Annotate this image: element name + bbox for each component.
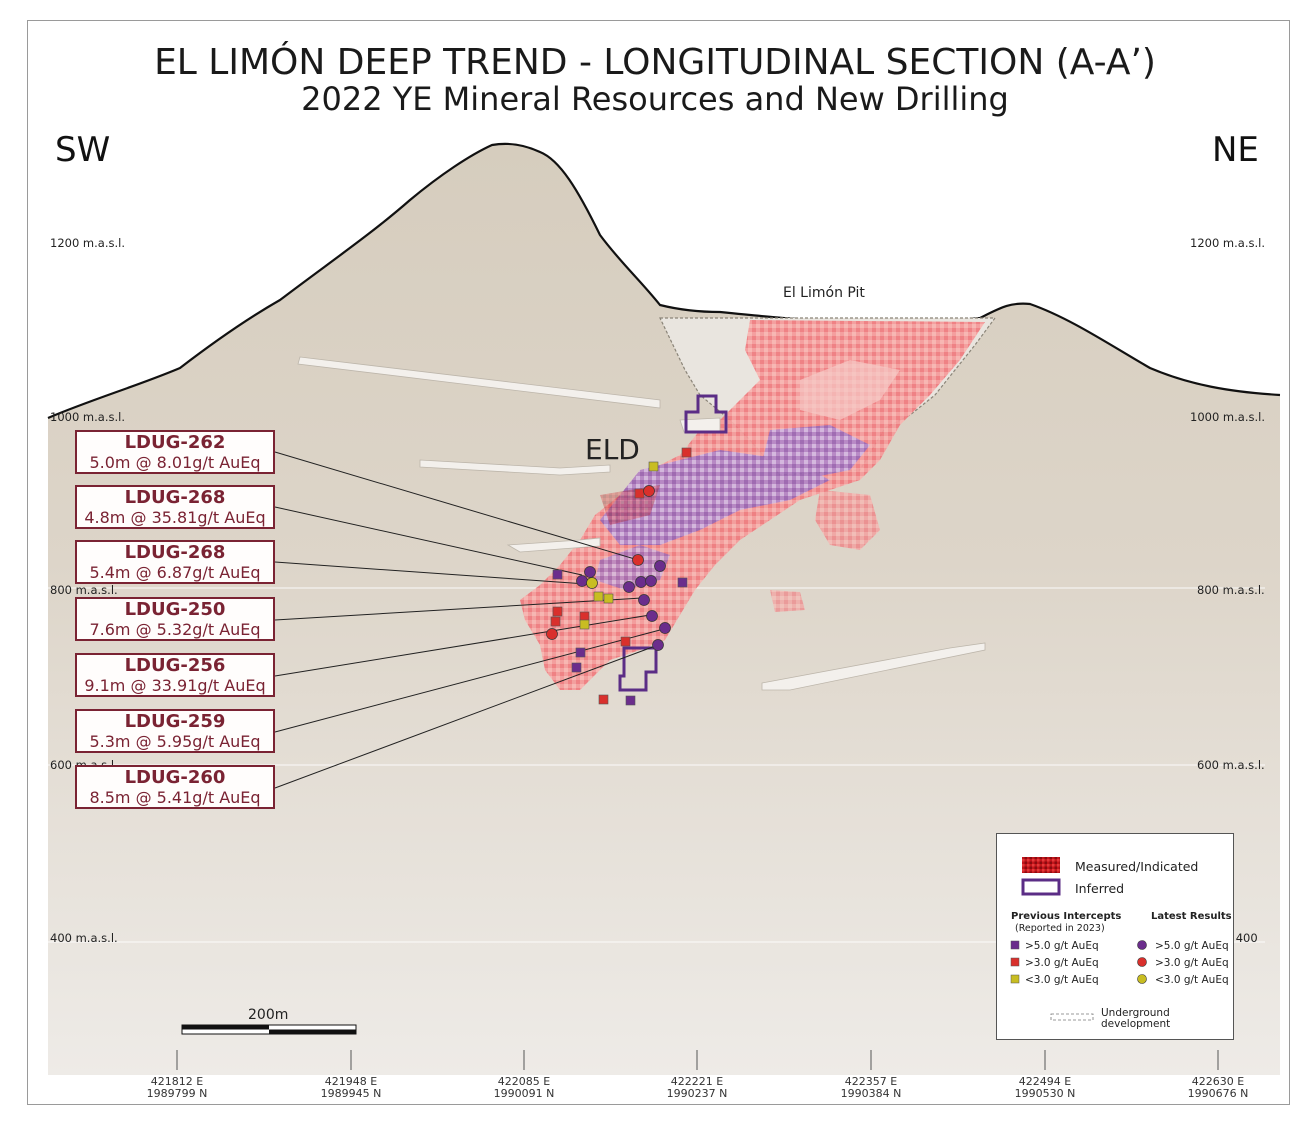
callout-ldug-259: LDUG-259 5.3m @ 5.95g/t AuEq [75, 709, 275, 753]
legend-inferred-label: Inferred [1075, 881, 1125, 896]
callout-ldug-250: LDUG-250 7.6m @ 5.32g/t AuEq [75, 597, 275, 641]
legend-prev-grade-high: >5.0 g/t AuEq [1025, 940, 1099, 952]
callout-hole-id: LDUG-262 [124, 432, 226, 453]
coord-label: 421812 E 1989799 N [146, 1075, 208, 1100]
inferred-resource-outlines [618, 394, 728, 692]
coord-label: 422085 E 1990091 N [493, 1075, 555, 1100]
legend-latest-grade-mid: >3.0 g/t AuEq [1155, 957, 1229, 969]
coord-label: 422221 E 1990237 N [666, 1075, 728, 1100]
legend-prev-grade-low: <3.0 g/t AuEq [1025, 974, 1099, 986]
callout-hole-id: LDUG-250 [124, 599, 226, 620]
scale-bar [181, 1024, 357, 1035]
inferred-swatch [1021, 878, 1061, 896]
elev-left-800: 800 m.a.s.l. [50, 583, 118, 597]
callout-result: 7.6m @ 5.32g/t AuEq [89, 620, 261, 639]
callout-result: 5.4m @ 6.87g/t AuEq [89, 563, 261, 582]
legend-measured-label: Measured/Indicated [1075, 859, 1199, 874]
legend-previous-title: Previous Intercepts [1011, 911, 1122, 922]
callout-result: 9.1m @ 33.91g/t AuEq [84, 676, 266, 695]
legend: Measured/Indicated Inferred Previous Int… [996, 833, 1234, 1040]
callout-ldug-268-b: LDUG-268 5.4m @ 6.87g/t AuEq [75, 540, 275, 584]
coordinate-ticks [176, 1050, 1219, 1070]
callout-ldug-262: LDUG-262 5.0m @ 8.01g/t AuEq [75, 430, 275, 474]
elev-right-1200: 1200 m.a.s.l. [1190, 236, 1265, 250]
coord-label: 422357 E 1990384 N [840, 1075, 902, 1100]
direction-sw: SW [55, 130, 111, 170]
legend-prev-grade-mid: >3.0 g/t AuEq [1025, 957, 1099, 969]
coord-label: 422494 E 1990530 N [1014, 1075, 1076, 1100]
callout-result: 4.8m @ 35.81g/t AuEq [84, 508, 266, 527]
underground-development [297, 356, 986, 691]
callout-ldug-268-a: LDUG-268 4.8m @ 35.81g/t AuEq [75, 485, 275, 529]
callout-hole-id: LDUG-256 [124, 655, 226, 676]
elev-right-800: 800 m.a.s.l. [1197, 583, 1265, 597]
callout-result: 5.0m @ 8.01g/t AuEq [89, 453, 261, 472]
callout-result: 8.5m @ 5.41g/t AuEq [89, 788, 261, 807]
title-line-1: EL LIMÓN DEEP TREND - LONGITUDINAL SECTI… [154, 42, 1156, 83]
callout-ldug-260: LDUG-260 8.5m @ 5.41g/t AuEq [75, 765, 275, 809]
elev-right-1000: 1000 m.a.s.l. [1190, 410, 1265, 424]
deposit-label: ELD [585, 433, 640, 466]
callout-hole-id: LDUG-259 [124, 711, 226, 732]
callout-hole-id: LDUG-268 [124, 487, 226, 508]
scale-bar-label: 200m [248, 1007, 289, 1023]
callout-result: 5.3m @ 5.95g/t AuEq [89, 732, 261, 751]
legend-symbols [1010, 857, 1147, 1021]
legend-latest-grade-low: <3.0 g/t AuEq [1155, 974, 1229, 986]
coord-label: 422630 E 1990676 N [1187, 1075, 1249, 1100]
topography-line [47, 142, 1281, 420]
latest-results [546, 485, 671, 651]
legend-latest-grade-high: >5.0 g/t AuEq [1155, 940, 1229, 952]
elev-left-1000: 1000 m.a.s.l. [50, 410, 125, 424]
pit-label: El Limón Pit [783, 285, 865, 301]
legend-previous-sub: (Reported in 2023) [1015, 923, 1105, 934]
elev-left-1200: 1200 m.a.s.l. [50, 236, 125, 250]
underground-swatch [1050, 1013, 1094, 1021]
title-line-2: 2022 YE Mineral Resources and New Drilli… [301, 80, 1009, 118]
callout-ldug-256: LDUG-256 9.1m @ 33.91g/t AuEq [75, 653, 275, 697]
coord-label: 421948 E 1989945 N [320, 1075, 382, 1100]
mineral-resource-blocks [520, 320, 985, 690]
measured-indicated-swatch [1022, 857, 1060, 873]
legend-underground-label: Underground development [1101, 1007, 1171, 1030]
direction-ne: NE [1212, 130, 1259, 170]
elev-left-400: 400 m.a.s.l. [50, 931, 118, 945]
callout-hole-id: LDUG-268 [124, 542, 226, 563]
callout-hole-id: LDUG-260 [124, 767, 226, 788]
elev-right-600: 600 m.a.s.l. [1197, 758, 1265, 772]
previous-intercepts [550, 447, 692, 706]
legend-latest-title: Latest Results [1151, 911, 1232, 922]
